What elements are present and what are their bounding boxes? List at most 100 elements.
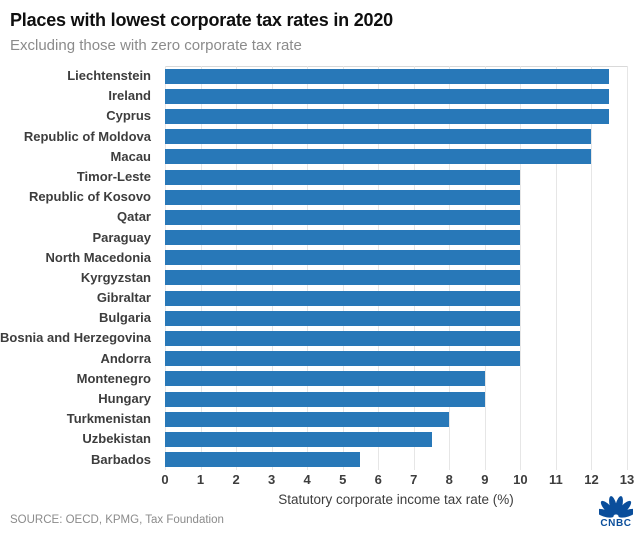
gridline-5: [342, 66, 344, 470]
bar-row-timor-leste: [165, 167, 627, 187]
bar-row-uzbekistan: [165, 429, 627, 449]
gridline-1: [200, 66, 202, 470]
bar-republic-of-moldova: [165, 129, 592, 145]
plot-area: [165, 66, 628, 470]
gridline-4: [307, 66, 309, 470]
gridline-2: [236, 66, 238, 470]
x-tick-11: 11: [549, 472, 563, 487]
bar-ireland: [165, 88, 610, 104]
bar-row-paraguay: [165, 228, 627, 248]
peacock-icon: [599, 496, 633, 518]
x-tick-8: 8: [445, 472, 453, 487]
bar-cyprus: [165, 108, 610, 124]
bar-timor-leste: [165, 169, 521, 185]
gridline-0: [165, 66, 166, 470]
category-label-barbados: Barbados: [91, 451, 151, 467]
gridline-6: [378, 66, 380, 470]
bar-row-north-macedonia: [165, 248, 627, 268]
bar-row-bulgaria: [165, 308, 627, 328]
category-label-kyrgyzstan: Kyrgyzstan: [80, 269, 151, 285]
bar-republic-of-kosovo: [165, 189, 521, 205]
bar-row-republic-of-moldova: [165, 127, 627, 147]
gridline-10: [520, 66, 522, 470]
source-text: SOURCE: OECD, KPMG, Tax Foundation: [10, 514, 224, 526]
category-label-gibraltar: Gibraltar: [96, 290, 151, 306]
bar-row-ireland: [165, 86, 627, 106]
bar-row-montenegro: [165, 369, 627, 389]
category-label-cyprus: Cyprus: [106, 108, 151, 124]
x-axis-title: Statutory corporate income tax rate (%): [278, 492, 514, 507]
x-tick-9: 9: [481, 472, 489, 487]
category-label-hungary: Hungary: [98, 391, 151, 406]
bar-qatar: [165, 209, 521, 225]
x-axis-ticks: 0 1 2 3 4 5 6 7 8 9 10 11 12 13: [161, 472, 634, 488]
x-tick-6: 6: [374, 472, 382, 487]
bar-macau: [165, 149, 592, 165]
bar-row-andorra: [165, 349, 627, 369]
gridline-3: [271, 66, 273, 470]
bar-turkmenistan: [165, 411, 450, 427]
bar-bosnia-and-herzegovina: [165, 331, 521, 347]
category-label-macau: Macau: [110, 148, 151, 164]
category-label-bulgaria: Bulgaria: [98, 310, 151, 326]
plot-top-border: [165, 66, 627, 67]
gridline-12: [591, 66, 593, 470]
x-tick-13: 13: [619, 472, 635, 487]
cnbc-logo: CNBC: [595, 495, 637, 531]
category-label-timor-leste: Timor-Leste: [76, 168, 151, 184]
category-label-republic-of-moldova: Republic of Moldova: [23, 128, 151, 144]
category-label-republic-of-kosovo: Republic of Kosovo: [28, 189, 151, 205]
bar-montenegro: [165, 371, 485, 387]
bar-kyrgyzstan: [165, 270, 521, 286]
x-tick-12: 12: [584, 472, 599, 487]
chart-title: Places with lowest corporate tax rates i…: [10, 10, 393, 30]
x-tick-10: 10: [513, 472, 528, 487]
x-tick-0: 0: [161, 472, 169, 487]
bar-row-gibraltar: [165, 288, 627, 308]
gridline-9: [484, 66, 486, 470]
bar-row-macau: [165, 147, 627, 167]
bar-row-liechtenstein: [165, 66, 627, 86]
bar-north-macedonia: [165, 250, 521, 266]
bar-row-republic-of-kosovo: [165, 187, 627, 207]
category-label-qatar: Qatar: [117, 209, 151, 225]
x-tick-4: 4: [303, 472, 311, 487]
category-axis: Liechtenstein Ireland Cyprus Republic of Mo…: [0, 66, 158, 470]
x-tick-3: 3: [267, 472, 276, 487]
bar-row-kyrgyzstan: [165, 268, 627, 288]
bar-row-turkmenistan: [165, 409, 627, 429]
bar-hungary: [165, 391, 485, 407]
category-label-uzbekistan: Uzbekistan: [82, 431, 151, 447]
category-label-north-macedonia: North Macedonia: [45, 249, 151, 265]
bar-liechtenstein: [165, 68, 610, 84]
bar-row-bosnia-and-herzegovina: [165, 328, 627, 348]
category-label-montenegro: Montenegro: [76, 370, 151, 386]
x-tick-7: 7: [410, 472, 418, 487]
bar-barbados: [165, 452, 361, 468]
gridline-11: [555, 66, 557, 470]
bar-row-cyprus: [165, 106, 627, 126]
bar-row-barbados: [165, 450, 627, 470]
x-tick-1: 1: [196, 472, 205, 487]
category-label-andorra: Andorra: [100, 350, 151, 366]
category-label-paraguay: Paraguay: [92, 229, 151, 245]
gridline-8: [449, 66, 451, 470]
category-label-liechtenstein: Liechtenstein: [67, 68, 151, 83]
bar-paraguay: [165, 230, 521, 246]
x-tick-5: 5: [339, 472, 347, 487]
bar-row-qatar: [165, 207, 627, 227]
bar-andorra: [165, 351, 521, 367]
gridline-13: [627, 66, 628, 470]
chart-subtitle: Excluding those with zero corporate tax …: [10, 37, 302, 54]
x-tick-2: 2: [232, 472, 240, 487]
category-label-ireland: Ireland: [108, 88, 151, 104]
cnbc-logo-text: CNBC: [600, 518, 632, 529]
category-label-bosnia-and-herzegovina: Bosnia and Herzegovina: [0, 330, 151, 346]
bar-uzbekistan: [165, 431, 432, 447]
bar-gibraltar: [165, 290, 521, 306]
gridline-7: [413, 66, 415, 470]
bar-row-hungary: [165, 389, 627, 409]
bar-bulgaria: [165, 310, 521, 326]
category-label-turkmenistan: Turkmenistan: [66, 411, 151, 427]
